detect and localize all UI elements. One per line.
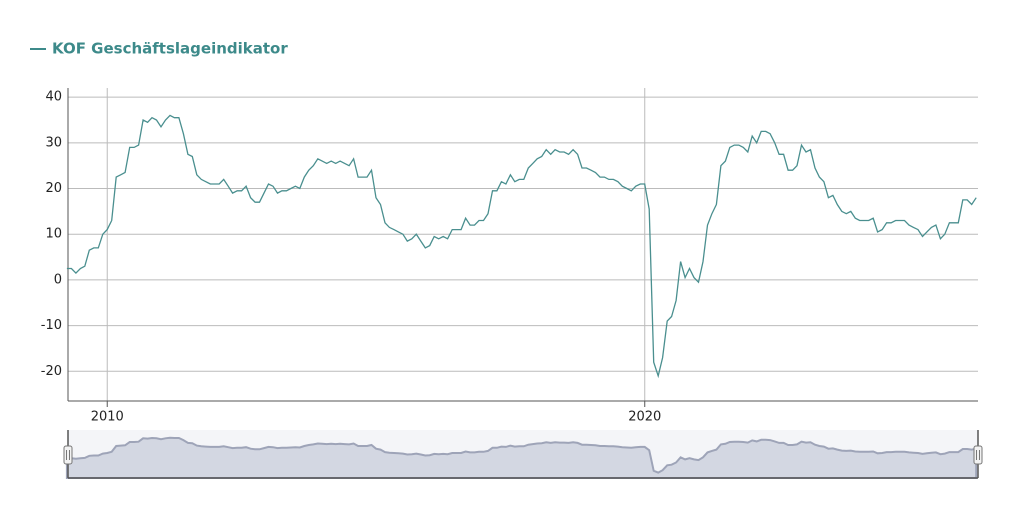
navigator-handle[interactable] xyxy=(63,445,73,465)
y-tick-label: -20 xyxy=(41,364,62,379)
navigator-area xyxy=(65,436,978,479)
legend-label[interactable]: KOF Geschäftslageindikator xyxy=(52,40,288,58)
y-tick-label: 30 xyxy=(45,135,62,150)
y-tick-label: 40 xyxy=(45,90,62,105)
y-tick-label: 20 xyxy=(45,181,62,196)
x-tick-label: 2020 xyxy=(628,410,661,425)
navigator-handle[interactable] xyxy=(973,445,983,465)
y-tick-label: 10 xyxy=(45,227,62,242)
x-tick-label: 2010 xyxy=(91,410,124,425)
y-tick-label: -10 xyxy=(41,318,62,333)
data-line xyxy=(66,114,977,379)
y-tick-label: 0 xyxy=(54,272,62,287)
